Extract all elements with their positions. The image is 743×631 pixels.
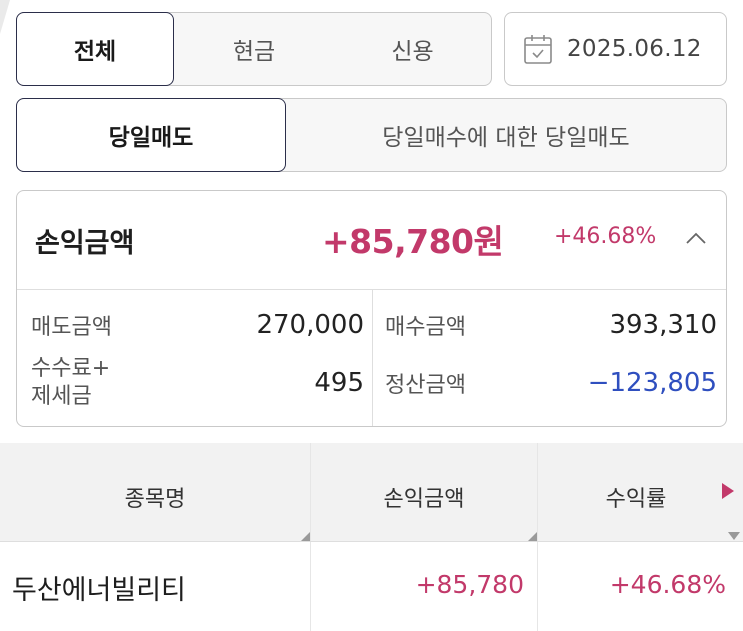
tab-same-day-buy-sell[interactable]: 당일매수에 대한 당일매도 <box>382 125 630 151</box>
account-type-tabs: 전체 현금 신용 <box>16 12 492 86</box>
buy-amount-value: 393,310 <box>609 310 717 340</box>
profit-rate: +46.68% <box>554 224 657 249</box>
column-resize-icon <box>528 532 537 541</box>
col-divider <box>310 443 311 541</box>
settlement-value: −123,805 <box>587 368 717 398</box>
tab-credit[interactable]: 신용 <box>391 39 434 65</box>
fee-tax-label-line2: 제세금 <box>31 384 92 409</box>
sell-mode-tabs: 당일매도 당일매수에 대한 당일매도 <box>16 98 727 172</box>
tab-all[interactable]: 전체 <box>16 12 174 86</box>
page-corner-fold <box>0 0 10 34</box>
col-divider <box>537 542 538 631</box>
tab-cash[interactable]: 현금 <box>232 39 276 65</box>
row-profit-amount: +85,780 <box>415 570 524 599</box>
row-profit-rate: +46.68% <box>609 570 726 599</box>
profit-label: 손익금액 <box>35 228 135 259</box>
col-divider <box>310 542 311 631</box>
buy-amount-label: 매수금액 <box>385 315 466 340</box>
scroll-down-icon[interactable] <box>728 532 740 540</box>
col-header-stock-name[interactable]: 종목명 <box>124 487 186 512</box>
date-picker[interactable]: 2025.06.12 <box>504 12 727 86</box>
table-row[interactable]: 두산에너빌리티 +85,780 +46.68% <box>0 541 743 631</box>
settlement-label: 정산금액 <box>385 373 466 398</box>
stock-name: 두산에너빌리티 <box>12 575 186 606</box>
column-resize-icon <box>301 532 310 541</box>
profit-amount: +85,780원 <box>322 222 504 261</box>
col-header-rate[interactable]: 수익률 <box>605 487 667 512</box>
profit-summary-card: 손익금액 +85,780원 +46.68% 매도금액 270,000 매수금액 … <box>16 190 727 427</box>
calendar-icon <box>524 35 552 64</box>
fee-tax-label: 수수료+ 제세금 <box>31 355 110 411</box>
summary-details: 매도금액 270,000 매수금액 393,310 수수료+ 제세금 495 정… <box>17 290 726 426</box>
table-header: 종목명 손익금액 수익률 <box>0 443 743 541</box>
date-value: 2025.06.12 <box>567 36 702 62</box>
sell-amount-value: 270,000 <box>256 310 364 340</box>
chevron-up-icon[interactable] <box>685 231 707 245</box>
column-divider <box>372 290 373 426</box>
col-divider <box>537 443 538 541</box>
tab-same-day-sell[interactable]: 당일매도 <box>16 98 286 172</box>
sell-amount-label: 매도금액 <box>31 315 112 340</box>
summary-header[interactable]: 손익금액 +85,780원 +46.68% <box>17 191 726 290</box>
fee-tax-value: 495 <box>314 368 364 398</box>
scroll-right-icon[interactable] <box>722 483 734 499</box>
fee-tax-label-line1: 수수료+ <box>31 356 111 381</box>
col-header-profit[interactable]: 손익금액 <box>383 487 465 512</box>
